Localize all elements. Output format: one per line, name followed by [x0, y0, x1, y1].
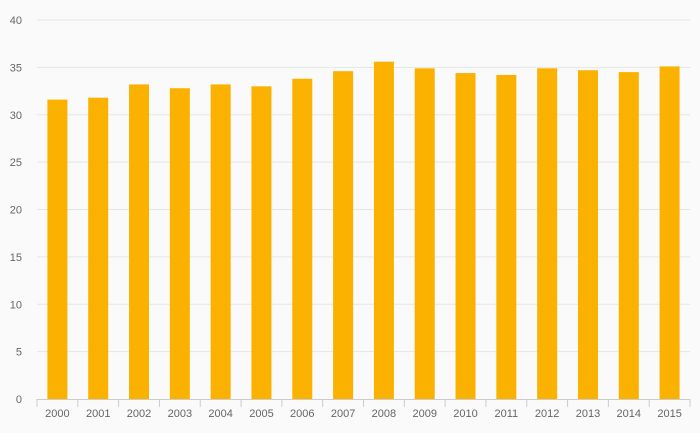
x-tick-label: 2000: [45, 408, 69, 420]
bars: [47, 61, 680, 400]
bar-2015: [659, 66, 680, 400]
y-tick-label: 20: [10, 205, 22, 217]
y-tick-label: 15: [10, 252, 22, 264]
bar-2007: [333, 71, 354, 399]
x-tick-label: 2010: [453, 408, 477, 420]
x-tick-label: 2005: [249, 408, 273, 420]
y-tick-label: 0: [16, 394, 22, 406]
x-tick-label: 2015: [657, 408, 681, 420]
y-tick-label: 40: [10, 15, 22, 27]
y-tick-label: 25: [10, 157, 22, 169]
y-tick-label: 35: [10, 62, 22, 74]
bar-2008: [373, 61, 394, 399]
x-axis: [36, 399, 691, 407]
bar-2002: [129, 84, 150, 400]
x-axis-tick-labels: 2000 2001 2002 2003 2004 2005 2006 2007 2008 2009…: [45, 408, 682, 420]
bar-2005: [251, 86, 272, 399]
x-tick-label: 2003: [168, 408, 192, 420]
bar-2001: [88, 97, 109, 399]
bar-2009: [414, 68, 435, 399]
x-tick-label: 2011: [495, 408, 519, 420]
x-tick-label: 2012: [535, 408, 559, 420]
x-tick-label: 2008: [372, 408, 396, 420]
bar-2004: [210, 84, 231, 400]
bar-2013: [577, 70, 598, 399]
bar-2012: [537, 68, 558, 399]
x-tick-label: 2013: [576, 408, 600, 420]
x-tick-label: 2009: [412, 408, 436, 420]
bar-2014: [618, 72, 639, 400]
y-tick-label: 30: [10, 110, 22, 122]
bar-2010: [455, 73, 476, 399]
bar-2003: [169, 88, 190, 399]
bar-2006: [292, 78, 313, 400]
x-tick-label: 2001: [86, 408, 110, 420]
x-tick-label: 2006: [290, 408, 314, 420]
bar-2011: [496, 74, 517, 399]
x-tick-label: 2007: [331, 408, 355, 420]
bar-2000: [47, 99, 68, 399]
y-tick-label: 10: [10, 299, 22, 311]
x-tick-label: 2004: [208, 408, 232, 420]
x-tick-label: 2002: [127, 408, 151, 420]
y-axis-tick-labels: 0 5 10 15 20 25 30 35 40: [10, 15, 22, 406]
y-tick-label: 5: [16, 347, 22, 359]
x-tick-label: 2014: [617, 408, 641, 420]
